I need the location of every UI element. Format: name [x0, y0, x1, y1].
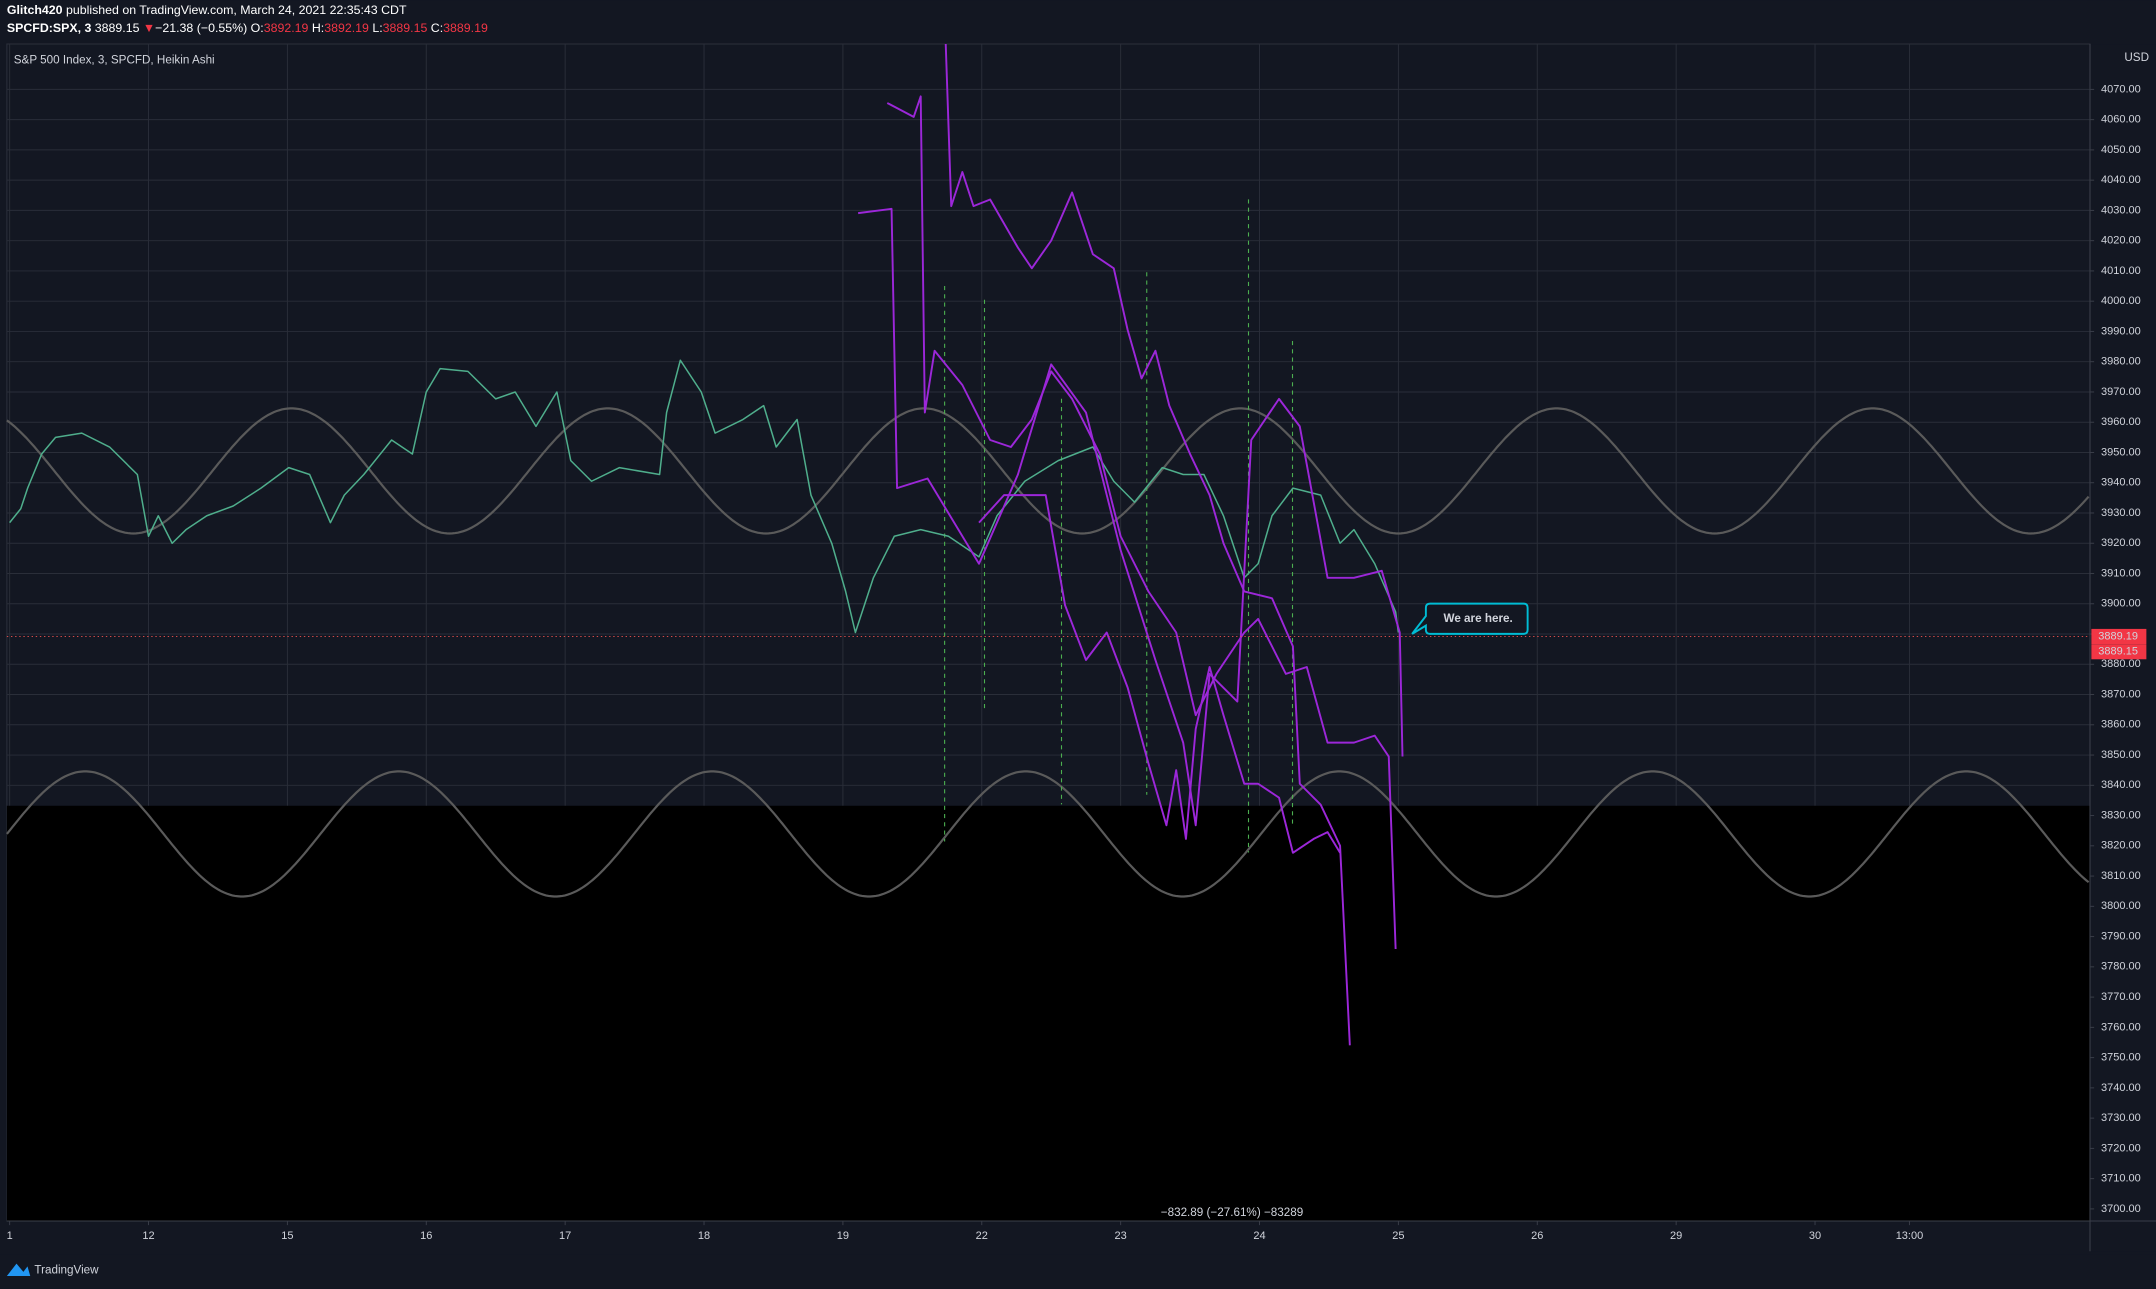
- y-tick-label: 4020.00: [2101, 235, 2141, 247]
- y-tick-label: 3800.00: [2101, 900, 2141, 912]
- callout-text: We are here.: [1444, 612, 1513, 625]
- y-tick-label: 3730.00: [2101, 1112, 2141, 1124]
- waves: [6, 407, 2090, 898]
- x-tick-label: 13:00: [1896, 1230, 1924, 1242]
- y-tick-label: 3710.00: [2101, 1173, 2141, 1185]
- x-tick-label: 18: [698, 1230, 710, 1242]
- y-tick-label: 3780.00: [2101, 961, 2141, 973]
- ohlc-key: L:: [372, 21, 382, 35]
- y-tick-label: 3970.00: [2101, 386, 2141, 398]
- ohlc-value: 3889.19: [443, 21, 488, 35]
- header-line: Glitch420 published on TradingView.com, …: [7, 3, 407, 17]
- ohlc-key: C:: [431, 21, 443, 35]
- cycle-wave: [6, 770, 2090, 898]
- y-tick-label: 4030.00: [2101, 204, 2141, 216]
- x-tick-label: 22: [976, 1230, 988, 1242]
- y-tick-label: 3980.00: [2101, 356, 2141, 368]
- series-layer: [6, 43, 2090, 1046]
- y-tick-label: 3830.00: [2101, 809, 2141, 821]
- ohlc-value: 3892.19: [324, 21, 369, 35]
- vertical-markers: [944, 199, 1294, 853]
- ohlc-value: 3889.15: [383, 21, 428, 35]
- ohlc-value: 3892.19: [264, 21, 309, 35]
- y-tick-label: 3940.00: [2101, 477, 2141, 489]
- y-tick-label: 3920.00: [2101, 537, 2141, 549]
- footer: [0, 1254, 2156, 1289]
- x-tick-label: 1: [7, 1230, 13, 1242]
- y-tick-label: 4000.00: [2101, 295, 2141, 307]
- price-label: 3889.19: [2098, 630, 2138, 642]
- y-tick-label: 3990.00: [2101, 325, 2141, 337]
- y-tick-label: 4070.00: [2101, 83, 2141, 95]
- y-tick-label: 3760.00: [2101, 1021, 2141, 1033]
- x-tick-label: 26: [1531, 1230, 1543, 1242]
- y-tick-label: 3840.00: [2101, 779, 2141, 791]
- y-tick-label: 3740.00: [2101, 1082, 2141, 1094]
- callout-box: [1411, 602, 1529, 635]
- ohlc-key: H:: [312, 21, 324, 35]
- y-tick-label: 3930.00: [2101, 507, 2141, 519]
- projection-line: [978, 494, 1341, 854]
- y-tick-label: 4010.00: [2101, 265, 2141, 277]
- y-tick-label: 4040.00: [2101, 174, 2141, 186]
- currency: USD: [2124, 51, 2149, 64]
- x-tick-label: 16: [420, 1230, 432, 1242]
- y-tick-label: 3870.00: [2101, 688, 2141, 700]
- x-tick-label: 19: [837, 1230, 849, 1242]
- brand-logo: [6, 1263, 31, 1277]
- change: −21.38 (−0.55%): [155, 21, 247, 35]
- y-tick-label: 3910.00: [2101, 567, 2141, 579]
- axes: 3700.00 3710.00 3720.00 3730.00 3740.00 3750.…: [7, 83, 2147, 1242]
- y-tick-label: 3950.00: [2101, 446, 2141, 458]
- y-tick-label: 3880.00: [2101, 658, 2141, 670]
- projection-line: [886, 95, 1397, 950]
- published: published on TradingView.com, March 24, …: [66, 3, 407, 17]
- ohlc-key: O:: [251, 21, 264, 35]
- price-line: [9, 359, 1400, 634]
- x-tick-label: 29: [1670, 1230, 1682, 1242]
- y-tick-label: 3750.00: [2101, 1052, 2141, 1064]
- legend: S&P 500 Index, 3, SPCFD, Heikin Ashi: [14, 54, 215, 67]
- brand: TradingView: [34, 1264, 99, 1277]
- author: Glitch420: [7, 3, 63, 17]
- x-tick-label: 24: [1253, 1230, 1265, 1242]
- y-tick-label: 3820.00: [2101, 840, 2141, 852]
- projection-line: [944, 43, 1351, 1046]
- cycle-wave: [6, 407, 2090, 535]
- y-tick-label: 3900.00: [2101, 598, 2141, 610]
- y-tick-label: 3960.00: [2101, 416, 2141, 428]
- y-tick-label: 4050.00: [2101, 144, 2141, 156]
- change-arrow: ▼: [143, 21, 155, 35]
- callout: We are here.: [1411, 602, 1529, 635]
- measure-label: −832.89 (−27.61%) −83289: [1161, 1206, 1303, 1219]
- price-label-box: [2091, 628, 2147, 645]
- y-tick-label: 3700.00: [2101, 1203, 2141, 1215]
- x-tick-label: 15: [281, 1230, 293, 1242]
- y-tick-label: 3810.00: [2101, 870, 2141, 882]
- x-tick-label: 30: [1809, 1230, 1821, 1242]
- price-label-box: [2091, 644, 2147, 660]
- y-tick-label: 3720.00: [2101, 1142, 2141, 1154]
- y-tick-label: 4060.00: [2101, 114, 2141, 126]
- last-price: 3889.15: [95, 21, 140, 35]
- black-zone: [6, 805, 2090, 1222]
- x-tick-label: 17: [559, 1230, 571, 1242]
- symbol-line: SPCFD:SPX, 3 3889.15 ▼−21.38 (−0.55%) O:…: [7, 21, 488, 35]
- y-tick-label: 3850.00: [2101, 749, 2141, 761]
- symbol: SPCFD:SPX, 3: [7, 21, 92, 35]
- x-tick-label: 23: [1115, 1230, 1127, 1242]
- price-label: 3889.15: [2098, 646, 2138, 658]
- projection-line: [858, 207, 1404, 827]
- x-tick-label: 25: [1392, 1230, 1404, 1242]
- x-tick-label: 12: [142, 1230, 154, 1242]
- y-tick-label: 3860.00: [2101, 719, 2141, 731]
- y-tick-label: 3790.00: [2101, 930, 2141, 942]
- y-tick-label: 3770.00: [2101, 991, 2141, 1003]
